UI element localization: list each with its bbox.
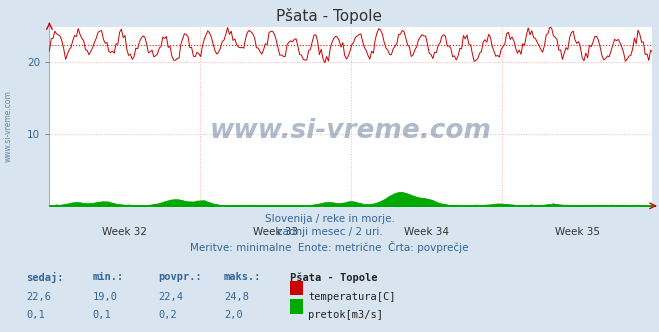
Text: 24,8: 24,8 — [224, 292, 249, 302]
Text: Pšata - Topole: Pšata - Topole — [277, 8, 382, 24]
Text: www.si-vreme.com: www.si-vreme.com — [4, 90, 13, 162]
Text: maks.:: maks.: — [224, 272, 262, 282]
Text: Week 34: Week 34 — [404, 227, 449, 237]
Text: zadnji mesec / 2 uri.: zadnji mesec / 2 uri. — [277, 227, 382, 237]
Text: Slovenija / reke in morje.: Slovenija / reke in morje. — [264, 214, 395, 224]
Text: sedaj:: sedaj: — [26, 272, 64, 283]
Text: 0,1: 0,1 — [26, 310, 45, 320]
Text: 22,6: 22,6 — [26, 292, 51, 302]
Text: 22,4: 22,4 — [158, 292, 183, 302]
Text: temperatura[C]: temperatura[C] — [308, 292, 396, 302]
Text: Week 33: Week 33 — [253, 227, 298, 237]
Text: 0,1: 0,1 — [92, 310, 111, 320]
Text: Meritve: minimalne  Enote: metrične  Črta: povprečje: Meritve: minimalne Enote: metrične Črta:… — [190, 241, 469, 253]
Text: 19,0: 19,0 — [92, 292, 117, 302]
Text: www.si-vreme.com: www.si-vreme.com — [210, 118, 492, 143]
Text: pretok[m3/s]: pretok[m3/s] — [308, 310, 384, 320]
Text: povpr.:: povpr.: — [158, 272, 202, 282]
Text: 0,2: 0,2 — [158, 310, 177, 320]
Text: Week 32: Week 32 — [102, 227, 148, 237]
Text: 2,0: 2,0 — [224, 310, 243, 320]
Text: Week 35: Week 35 — [554, 227, 600, 237]
Text: Pšata - Topole: Pšata - Topole — [290, 272, 378, 283]
Text: min.:: min.: — [92, 272, 123, 282]
